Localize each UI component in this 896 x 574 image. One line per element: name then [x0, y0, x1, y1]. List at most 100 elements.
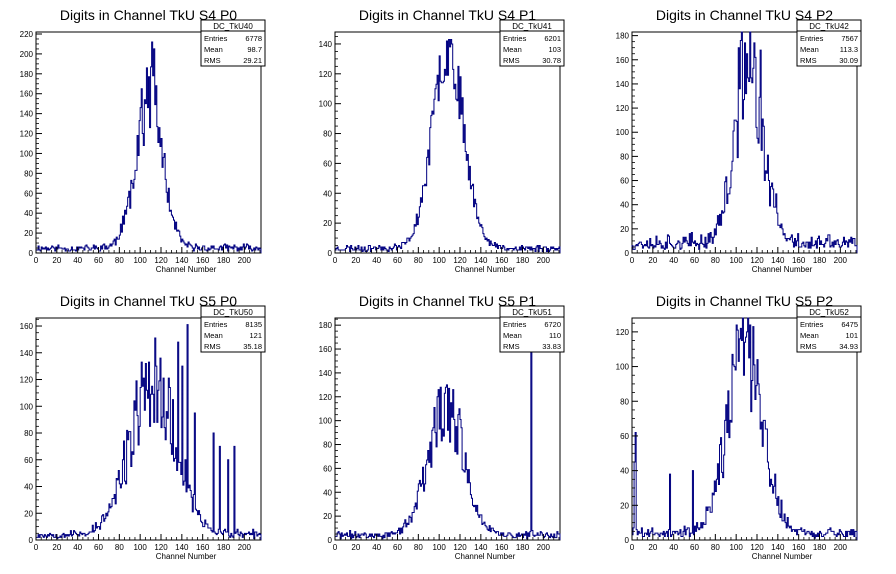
y-tick-label: 100: [20, 402, 34, 411]
stats-name: DC_TkU50: [213, 308, 253, 317]
stats-name: DC_TkU40: [213, 22, 253, 31]
panel-title: Digits in Channel TkU S4 P0: [60, 7, 237, 23]
y-tick-label: 60: [323, 159, 332, 168]
x-tick-label: 160: [495, 543, 509, 552]
x-tick-label: 200: [537, 256, 551, 265]
histogram-panel-3: Digits in Channel TkU S5 P0 0 20 40 60 80 100 1…: [20, 293, 266, 561]
stats-frame: [200, 19, 266, 67]
x-tick-label: 140: [474, 543, 488, 552]
y-tick-label: 160: [616, 56, 630, 65]
stats-frame: [796, 305, 862, 353]
stats-name: DC_TkU41: [512, 22, 552, 31]
histogram-line: [631, 31, 858, 253]
x-tick-label: 20: [351, 543, 360, 552]
x-tick-label: 200: [238, 256, 252, 265]
x-tick-label: 140: [771, 543, 785, 552]
stats-value: 101: [845, 331, 858, 340]
x-tick-label: 100: [432, 543, 446, 552]
y-tick-label: 140: [20, 349, 34, 358]
y-tick-label: 0: [625, 249, 630, 258]
y-tick-label: 0: [328, 249, 333, 258]
y-tick-label: 80: [323, 130, 332, 139]
stats-label: RMS: [204, 56, 221, 65]
x-tick-label: 0: [333, 543, 338, 552]
y-tick-label: 200: [20, 50, 34, 59]
x-tick-label: 20: [648, 256, 657, 265]
y-tick-label: 120: [319, 70, 333, 79]
x-tick-label: 40: [669, 256, 678, 265]
x-tick-label: 200: [537, 543, 551, 552]
y-tick-label: 180: [20, 70, 34, 79]
x-tick-label: 40: [372, 543, 381, 552]
x-tick-label: 140: [175, 543, 189, 552]
y-tick-label: 0: [29, 249, 34, 258]
y-tick-label: 0: [328, 536, 333, 545]
x-tick-label: 120: [750, 543, 764, 552]
x-tick-label: 20: [52, 543, 61, 552]
y-tick-label: 80: [620, 152, 629, 161]
histogram-panel-0: Digits in Channel TkU S4 P0 0 20 40 60 80 100 1…: [20, 7, 266, 274]
y-tick-label: 140: [319, 369, 333, 378]
x-tick-label: 20: [52, 256, 61, 265]
x-tick-label: 80: [414, 543, 423, 552]
x-axis-label: Channel Number: [156, 265, 217, 274]
y-tick-label: 20: [323, 219, 332, 228]
panel-title: Digits in Channel TkU S5 P2: [656, 293, 833, 309]
stats-label: Entries: [503, 34, 527, 43]
x-tick-label: 180: [516, 543, 530, 552]
stats-frame: [499, 305, 565, 353]
stats-box: DC_TkU40 Entries 6778 Mean 98.7 RMS 29.21: [200, 19, 266, 67]
y-tick-label: 60: [24, 189, 33, 198]
stats-value: 30.78: [542, 56, 561, 65]
x-tick-label: 60: [690, 543, 699, 552]
x-tick-label: 180: [813, 543, 827, 552]
stats-label: RMS: [503, 342, 520, 351]
x-tick-label: 60: [393, 256, 402, 265]
x-tick-label: 200: [834, 256, 848, 265]
stats-label: Entries: [204, 320, 228, 329]
plot-frame: [35, 317, 262, 541]
x-tick-label: 160: [792, 543, 806, 552]
plot-frame: [334, 31, 561, 254]
histogram-panel-5: Digits in Channel TkU S5 P2 0 20 40 60 80 100 1…: [616, 293, 862, 561]
y-tick-label: 40: [323, 488, 332, 497]
stats-box: DC_TkU52 Entries 6475 Mean 101 RMS 34.93: [796, 305, 862, 353]
y-tick-label: 20: [24, 229, 33, 238]
y-tick-label: 140: [616, 80, 630, 89]
stats-label: RMS: [800, 342, 817, 351]
x-tick-label: 160: [495, 256, 509, 265]
stats-label: Mean: [800, 45, 819, 54]
y-tick-label: 100: [20, 149, 34, 158]
y-tick-label: 100: [319, 417, 333, 426]
histogram-line: [35, 41, 262, 253]
x-tick-label: 160: [196, 256, 210, 265]
plot-frame: [631, 31, 858, 254]
x-tick-label: 0: [34, 543, 39, 552]
y-tick-label: 140: [20, 110, 34, 119]
x-tick-label: 0: [630, 543, 635, 552]
stats-box: DC_TkU51 Entries 6720 Mean 110 RMS 33.83: [499, 305, 565, 353]
x-tick-label: 180: [217, 256, 231, 265]
stats-value: 35.18: [243, 342, 262, 351]
stats-name: DC_TkU51: [512, 308, 552, 317]
x-axis-label: Channel Number: [156, 552, 217, 561]
panel-title: Digits in Channel TkU S4 P2: [656, 7, 833, 23]
x-tick-label: 120: [154, 543, 168, 552]
x-tick-label: 140: [175, 256, 189, 265]
x-tick-label: 120: [750, 256, 764, 265]
x-tick-label: 0: [34, 256, 39, 265]
histogram-line: [35, 324, 262, 540]
stats-value: 103: [548, 45, 561, 54]
stats-label: Entries: [800, 320, 824, 329]
stats-value: 6201: [544, 34, 561, 43]
y-tick-label: 60: [323, 464, 332, 473]
histogram-line: [334, 38, 561, 253]
x-tick-label: 80: [115, 256, 124, 265]
x-tick-label: 120: [453, 256, 467, 265]
stats-value: 121: [249, 331, 262, 340]
stats-label: Entries: [800, 34, 824, 43]
stats-value: 30.09: [839, 56, 858, 65]
y-tick-label: 220: [20, 30, 34, 39]
x-tick-label: 180: [217, 543, 231, 552]
y-tick-label: 160: [319, 345, 333, 354]
